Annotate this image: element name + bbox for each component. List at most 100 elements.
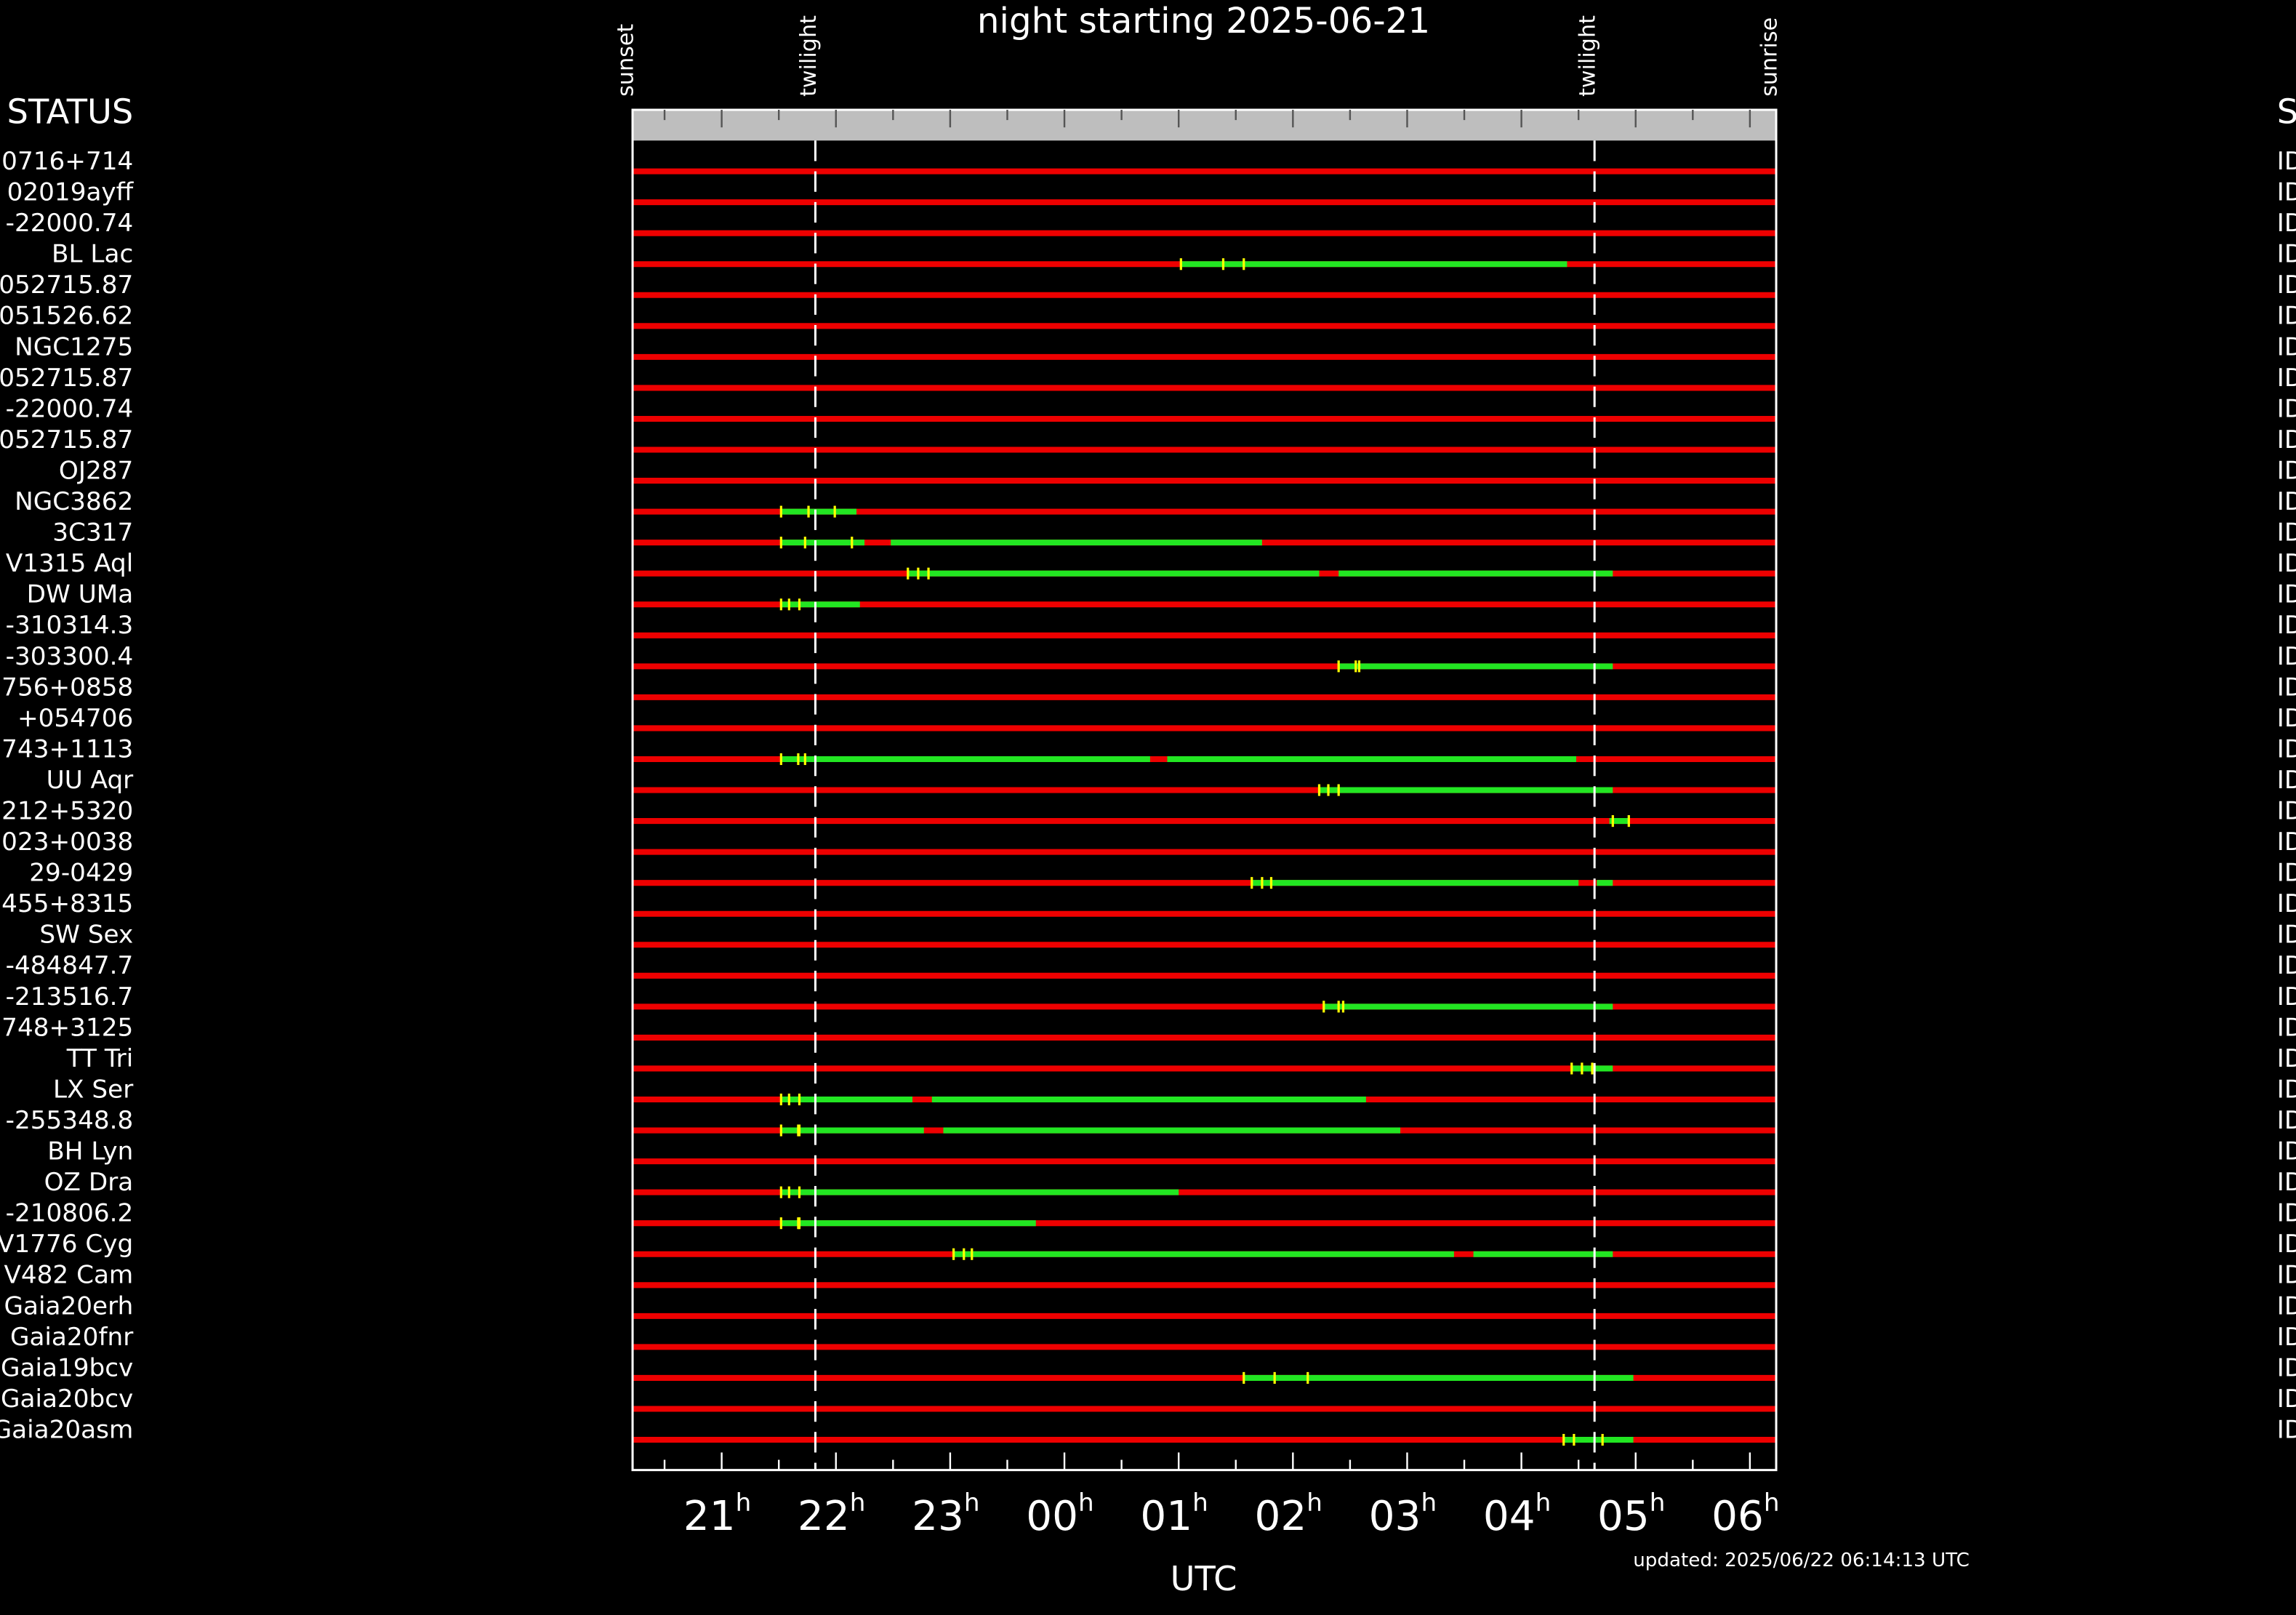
- row-id: ID: [2277, 1199, 2296, 1228]
- row-id: ID: [2277, 302, 2296, 331]
- x-tick-unit: h: [1764, 1488, 1780, 1517]
- row-id: ID: [2277, 921, 2296, 950]
- row-name: Gaia20erh: [4, 1291, 134, 1321]
- x-tick-label: 22h: [798, 1488, 865, 1539]
- row-name: DW UMa: [27, 580, 134, 609]
- row-name: OZ Dra: [44, 1168, 134, 1197]
- x-tick-value: 21: [683, 1493, 736, 1540]
- row-name: +054706: [17, 704, 133, 733]
- row-id: ID: [2277, 611, 2296, 640]
- row-id: ID: [2277, 1013, 2296, 1042]
- x-axis-label: UTC: [1171, 1559, 1237, 1598]
- row-name: -22000.74: [6, 209, 134, 238]
- row-id: ID: [2277, 456, 2296, 485]
- x-tick-unit: h: [1306, 1488, 1322, 1517]
- row-name: 023+0038: [1, 827, 133, 857]
- x-tick-value: 05: [1597, 1493, 1650, 1540]
- row-id: ID: [2277, 951, 2296, 980]
- row-id: ID: [2277, 1044, 2296, 1073]
- x-tick-label: 06h: [1711, 1488, 1779, 1539]
- row-id: ID: [2277, 1353, 2296, 1382]
- row-name: 051526.62: [0, 302, 133, 331]
- event-label: twilight: [796, 15, 822, 97]
- row-id: ID: [2277, 704, 2296, 733]
- row-id: ID: [2277, 332, 2296, 361]
- row-name: LX Ser: [53, 1075, 134, 1104]
- row-name: -210806.2: [6, 1199, 134, 1228]
- footnote: updated: 2025/06/22 06:14:13 UTC: [1633, 1550, 1970, 1571]
- x-tick-unit: h: [736, 1488, 752, 1517]
- row-name: V482 Cam: [4, 1261, 133, 1290]
- row-id: ID: [2277, 827, 2296, 857]
- row-id: ID: [2277, 1384, 2296, 1414]
- row-name: 052715.87: [0, 425, 133, 454]
- x-tick-label: 00h: [1026, 1488, 1093, 1539]
- event-label: twilight: [1576, 15, 1601, 97]
- row-id: ID: [2277, 642, 2296, 671]
- row-name: 0716+714: [1, 147, 133, 176]
- row-name: 052715.87: [0, 270, 133, 300]
- header-band: [633, 110, 1777, 141]
- row-id: ID: [2277, 889, 2296, 918]
- row-name: V1315 Aql: [6, 549, 133, 578]
- row-name: -255348.8: [6, 1106, 134, 1135]
- row-id: ID: [2277, 209, 2296, 238]
- row-id: ID: [2277, 797, 2296, 826]
- x-tick-value: 02: [1255, 1493, 1307, 1540]
- x-tick-value: 01: [1140, 1493, 1192, 1540]
- plot-frame: [631, 108, 1778, 1472]
- chart-title: night starting 2025-06-21: [977, 1, 1430, 41]
- x-tick-unit: h: [1192, 1488, 1208, 1517]
- row-name: 743+1113: [1, 734, 133, 764]
- row-id: ID: [2277, 1230, 2296, 1259]
- event-label: sunrise: [1757, 17, 1782, 97]
- left-header: STATUS: [7, 92, 134, 132]
- row-id: ID: [2277, 1168, 2296, 1197]
- row-name: NGC3862: [15, 487, 133, 516]
- x-tick-unit: h: [1536, 1488, 1552, 1517]
- row-id: ID: [2277, 1137, 2296, 1166]
- x-tick-label: 21h: [683, 1488, 751, 1539]
- row-name: -484847.7: [6, 951, 134, 980]
- row-id: ID: [2277, 673, 2296, 702]
- x-tick-value: 03: [1369, 1493, 1421, 1540]
- row-name: Gaia19bcv: [1, 1353, 133, 1382]
- right-header: S: [2277, 92, 2296, 132]
- x-tick-value: 06: [1711, 1493, 1764, 1540]
- x-tick-label: 23h: [912, 1488, 979, 1539]
- x-tick-unit: h: [964, 1488, 980, 1517]
- row-name: 748+3125: [1, 1013, 133, 1042]
- row-name: V1776 Cyg: [0, 1230, 133, 1259]
- row-id: ID: [2277, 364, 2296, 393]
- row-name: BL Lac: [52, 240, 133, 269]
- x-tick-label: 02h: [1255, 1488, 1322, 1539]
- row-name: -310314.3: [6, 611, 134, 640]
- row-id: ID: [2277, 982, 2296, 1011]
- x-tick-label: 03h: [1369, 1488, 1437, 1539]
- row-name: 052715.87: [0, 364, 133, 393]
- row-name: SW Sex: [39, 921, 133, 950]
- row-id: ID: [2277, 859, 2296, 888]
- row-id: ID: [2277, 147, 2296, 176]
- row-id: ID: [2277, 1075, 2296, 1104]
- x-tick-value: 22: [798, 1493, 850, 1540]
- row-id: ID: [2277, 487, 2296, 516]
- row-id: ID: [2277, 734, 2296, 764]
- row-id: ID: [2277, 1106, 2296, 1135]
- row-name: 02019ayff: [7, 178, 135, 207]
- x-tick-label: 01h: [1140, 1488, 1208, 1539]
- row-name: -22000.74: [6, 394, 134, 423]
- row-name: 3C317: [52, 518, 133, 548]
- x-tick-unit: h: [1421, 1488, 1437, 1517]
- row-name: OJ287: [59, 456, 133, 485]
- row-name: NGC1275: [15, 332, 133, 361]
- row-name: TT Tri: [66, 1044, 134, 1073]
- x-tick-label: 05h: [1597, 1488, 1665, 1539]
- x-tick-label: 04h: [1483, 1488, 1551, 1539]
- row-name: Gaia20fnr: [10, 1323, 134, 1352]
- row-id: ID: [2277, 549, 2296, 578]
- row-name: 455+8315: [1, 889, 133, 918]
- row-id: ID: [2277, 270, 2296, 300]
